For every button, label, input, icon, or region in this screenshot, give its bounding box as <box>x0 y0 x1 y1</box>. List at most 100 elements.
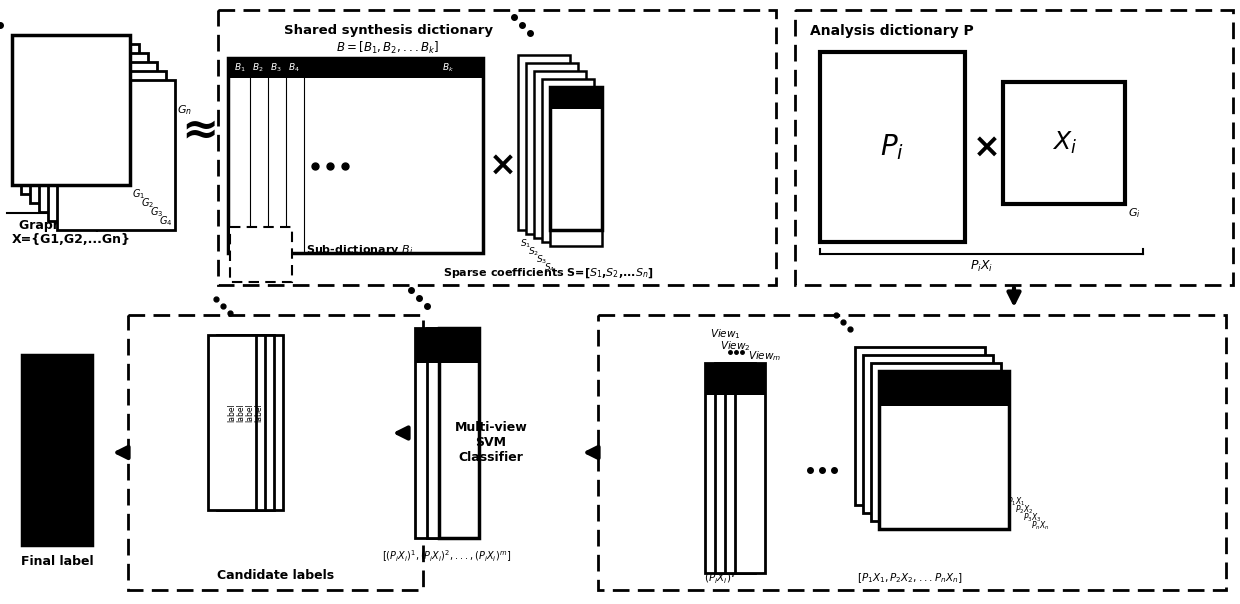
Bar <box>863 355 993 513</box>
Bar <box>128 315 423 590</box>
Text: $S_1$: $S_1$ <box>521 238 532 251</box>
Bar <box>22 355 92 545</box>
Bar <box>57 80 175 230</box>
Bar <box>217 335 265 510</box>
Bar <box>226 335 274 510</box>
Text: Sub-dictionary $B_i$: Sub-dictionary $B_i$ <box>306 243 414 257</box>
Bar <box>879 371 1009 529</box>
Bar <box>518 55 570 230</box>
Bar <box>21 44 139 194</box>
Text: $View_2$: $View_2$ <box>720 339 750 353</box>
Bar <box>439 328 479 538</box>
Text: ×: × <box>489 149 517 182</box>
Bar <box>735 363 765 395</box>
Bar <box>551 87 601 109</box>
Bar <box>427 328 467 363</box>
Bar <box>12 35 130 53</box>
Text: $B=[B_1,B_2,...B_k]$: $B=[B_1,B_2,...B_k]$ <box>336 40 440 56</box>
Bar <box>415 328 455 538</box>
Text: ≈: ≈ <box>181 109 218 152</box>
Text: $View_m$: $View_m$ <box>748 349 781 363</box>
Bar <box>598 315 1226 590</box>
Bar <box>725 363 755 573</box>
Text: $X_i$: $X_i$ <box>1052 130 1076 156</box>
Text: ×: × <box>973 130 1001 164</box>
Bar <box>236 335 283 510</box>
Text: $[P_1X_1,P_2X_2,...P_nX_n]$: $[P_1X_1,P_2X_2,...P_nX_n]$ <box>857 571 962 585</box>
Bar <box>856 347 985 505</box>
Bar <box>870 363 1001 521</box>
Bar <box>427 328 467 538</box>
Text: $P_iX_i$: $P_iX_i$ <box>970 259 993 274</box>
Text: Shared synthesis dictionary: Shared synthesis dictionary <box>284 24 492 37</box>
Text: $B_4$: $B_4$ <box>288 62 300 74</box>
Text: $G_4$: $G_4$ <box>159 214 172 228</box>
Text: $B_2$: $B_2$ <box>252 62 264 74</box>
Text: $View_1$: $View_1$ <box>711 327 740 341</box>
Text: $S_4$: $S_4$ <box>544 262 556 274</box>
Text: Sparse coefficients S=[$S_1$,$S_2$,...$S_n$]: Sparse coefficients S=[$S_1$,$S_2$,...$S… <box>443 266 653 280</box>
Bar <box>228 58 484 253</box>
Bar <box>208 335 255 510</box>
Text: Analysis dictionary P: Analysis dictionary P <box>810 24 973 38</box>
Text: X={G1,G2,...Gn}: X={G1,G2,...Gn} <box>11 233 130 246</box>
Text: label: label <box>254 403 263 422</box>
Bar <box>879 371 1009 406</box>
Bar <box>48 71 166 221</box>
Text: $S_3$: $S_3$ <box>537 254 548 266</box>
Text: $P_i$: $P_i$ <box>880 132 904 162</box>
Text: $G_1$: $G_1$ <box>131 187 145 201</box>
Bar <box>1003 82 1125 204</box>
Text: label: label <box>246 403 254 422</box>
Bar <box>415 328 455 363</box>
Bar <box>715 363 745 573</box>
Text: $G_i$: $G_i$ <box>1128 206 1141 220</box>
Bar <box>735 363 765 573</box>
Bar <box>820 52 965 242</box>
Text: Multi-view
SVM
Classifier: Multi-view SVM Classifier <box>455 421 527 464</box>
Text: $B_3$: $B_3$ <box>270 62 281 74</box>
Text: label: label <box>227 403 237 422</box>
Text: Graph samples: Graph samples <box>19 219 123 232</box>
Bar <box>57 80 175 98</box>
Bar <box>534 71 587 238</box>
Bar <box>879 371 1009 529</box>
Bar <box>21 44 139 62</box>
Bar <box>551 87 601 230</box>
Text: $G_2$: $G_2$ <box>141 196 154 210</box>
Text: $S_2$: $S_2$ <box>528 246 539 259</box>
Text: $[(P_iX_i)^1,(P_iX_i)^2,...,(P_iX_i)^m]$: $[(P_iX_i)^1,(P_iX_i)^2,...,(P_iX_i)^m]$ <box>382 548 512 564</box>
Text: $P_2X_2$: $P_2X_2$ <box>1016 504 1033 516</box>
Text: $G_n$: $G_n$ <box>177 103 192 117</box>
Text: Candidate labels: Candidate labels <box>217 569 334 582</box>
Bar <box>706 363 735 573</box>
Bar <box>12 35 130 185</box>
Text: $B_1$: $B_1$ <box>234 62 246 74</box>
Bar <box>439 328 479 538</box>
Bar <box>48 71 166 89</box>
Text: $P_1X_1$: $P_1X_1$ <box>1007 496 1025 508</box>
Text: $B_k$: $B_k$ <box>441 62 454 74</box>
Bar <box>551 87 601 246</box>
Bar <box>30 53 148 71</box>
Bar <box>38 62 157 80</box>
Text: $(P_iX_i)^v$: $(P_iX_i)^v$ <box>704 571 737 585</box>
Bar <box>218 10 776 285</box>
Bar <box>30 53 148 203</box>
Text: $P_3X_3$: $P_3X_3$ <box>1023 512 1042 524</box>
Bar <box>439 328 479 363</box>
Text: Final label: Final label <box>21 555 93 568</box>
Bar <box>526 63 578 234</box>
Bar <box>228 58 484 78</box>
Bar <box>439 328 479 363</box>
Bar <box>706 363 735 395</box>
Bar <box>795 10 1233 285</box>
Text: label: label <box>237 403 246 422</box>
Bar <box>725 363 755 395</box>
Bar <box>715 363 745 395</box>
Bar <box>12 35 130 185</box>
Text: $G_3$: $G_3$ <box>150 205 164 219</box>
Bar <box>38 62 157 212</box>
Bar <box>229 227 291 282</box>
Bar <box>542 79 594 242</box>
